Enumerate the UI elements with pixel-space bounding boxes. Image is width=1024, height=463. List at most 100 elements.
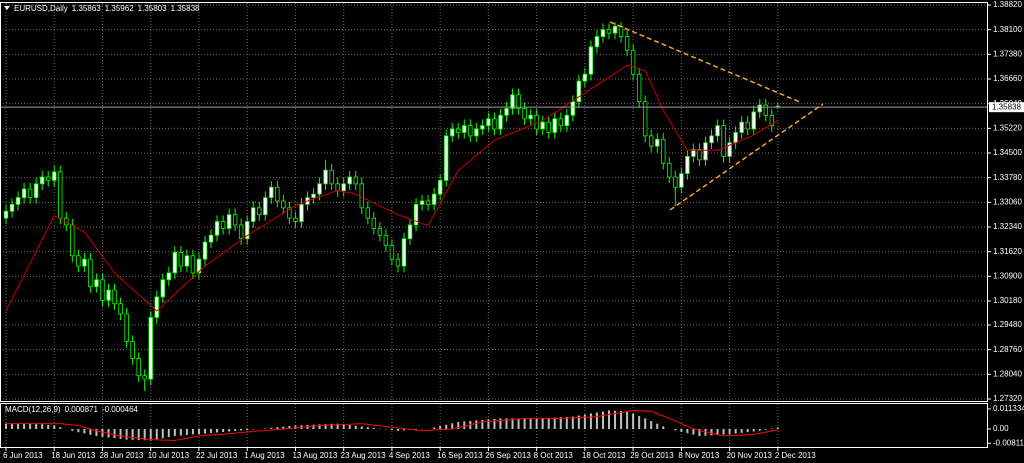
macd-bar [203, 428, 206, 434]
macd-bar [583, 414, 586, 429]
candle-body [365, 207, 370, 219]
macd-bar [113, 428, 116, 439]
candle-body [413, 203, 419, 226]
macd-bar [35, 423, 38, 429]
macd-bar [487, 419, 490, 429]
y-tick-label: -0.00811 [993, 438, 1024, 447]
candle-body [94, 279, 99, 288]
macd-bar [5, 423, 7, 429]
macd-bar [59, 427, 62, 429]
candle-body [251, 207, 256, 222]
candle-body [661, 138, 666, 164]
macd-bar [228, 428, 231, 432]
candle-body [190, 255, 196, 274]
macd-bar [662, 426, 665, 429]
macd-bar [131, 428, 134, 440]
candle-body [142, 375, 147, 380]
candle-body [269, 186, 274, 198]
macd-bar [608, 410, 610, 429]
macd-frame [0, 403, 988, 448]
macd-bar [161, 428, 164, 439]
candle-body [624, 36, 630, 51]
x-tick-label: 18 Jun 2013 [51, 451, 96, 460]
macd-bar [523, 418, 526, 429]
macd-bar [692, 428, 695, 435]
macd-bar [704, 428, 707, 436]
candle-body [763, 104, 768, 116]
candle-body [715, 125, 720, 137]
macd-bar [155, 428, 158, 440]
macd-bar [360, 426, 363, 429]
header-text: 0.000871 [65, 405, 99, 414]
candle-body [100, 279, 105, 301]
candle-body [299, 203, 304, 222]
candle-body [226, 214, 232, 229]
plot [0, 22, 988, 441]
macd-bar [191, 428, 194, 435]
macd-bar [252, 428, 255, 430]
candle-body [570, 101, 576, 116]
candle-body [757, 104, 762, 113]
candle-body [510, 94, 515, 109]
x-tick-label: 20 Nov 2013 [727, 451, 773, 460]
candle-body [341, 183, 346, 192]
candle-body [359, 183, 364, 209]
moving-average [5, 64, 779, 312]
macd-bar [216, 428, 219, 433]
y-tick-label: 1.36660 [993, 74, 1022, 83]
macd-bar [686, 428, 689, 434]
y-tick-label: 0.011334 [993, 404, 1024, 413]
candle-body [655, 138, 660, 147]
macd-bar [29, 423, 32, 429]
candle-body [257, 207, 262, 216]
macd-bar [288, 425, 291, 429]
macd-bar [517, 418, 520, 429]
candle-body [389, 245, 395, 260]
macd-bar [746, 428, 749, 433]
macd-bar [222, 428, 225, 432]
y-tick-label: 1.38820 [993, 0, 1022, 9]
candle-body [679, 173, 684, 188]
y-tick-label: 1.35220 [993, 123, 1022, 132]
header-text: EURUSD,Daily [14, 4, 68, 13]
macd-bar [493, 418, 496, 429]
x-tick-label: 6 Jun 2013 [3, 451, 43, 460]
candle-body [576, 80, 582, 103]
candle-body [582, 73, 588, 82]
menu-arrow[interactable] [4, 6, 10, 10]
candle-body [15, 197, 21, 205]
x-tick-label: 4 Sep 2013 [389, 451, 430, 460]
candle-body [154, 296, 159, 318]
y-tick-label: 1.28760 [993, 345, 1022, 354]
candle-body [58, 171, 63, 219]
macd-bar [656, 423, 659, 429]
candle-body [474, 128, 479, 137]
macd-bar [276, 427, 279, 429]
candle-body [685, 156, 690, 174]
macd-bar [234, 428, 237, 431]
candle-body [172, 251, 178, 274]
trend-line [609, 21, 801, 103]
macd-bar [264, 428, 267, 429]
candle-body [202, 241, 208, 260]
candle-body [160, 279, 165, 298]
x-tick-label: 10 Jul 2013 [148, 451, 190, 460]
macd-bar [240, 428, 243, 431]
macd-bar [101, 428, 104, 437]
candle-body [130, 341, 135, 359]
macd-signal [6, 409, 778, 441]
macd-bar [270, 427, 273, 429]
candle-body [353, 176, 358, 185]
macd-bar [366, 427, 369, 429]
y-tick-label: 1.33780 [993, 173, 1022, 182]
macd-bar [457, 421, 460, 429]
header-text: 1.35962 [105, 4, 134, 13]
macd-bar [210, 428, 213, 434]
x-tick-label: 8 Oct 2013 [534, 451, 574, 460]
macd-bar [776, 427, 779, 429]
macd-bar [722, 428, 725, 435]
macd-bar [318, 424, 321, 429]
x-tick-label: 2 Dec 2013 [775, 451, 816, 460]
